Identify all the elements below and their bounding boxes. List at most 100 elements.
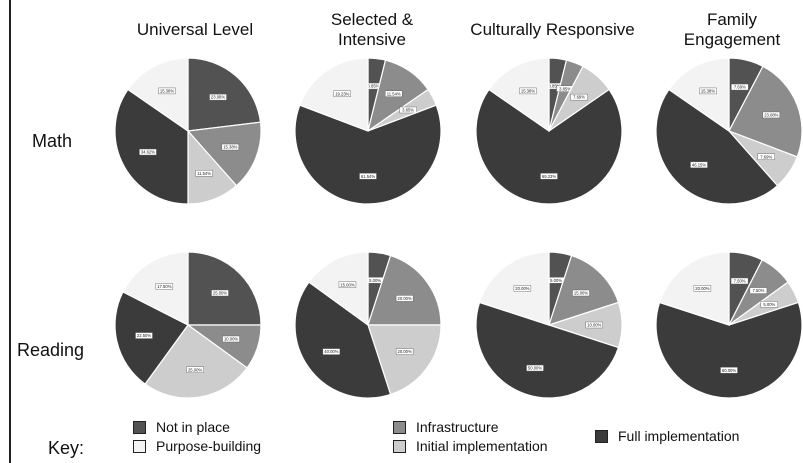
pie-data-label: 20.00% (398, 349, 412, 354)
column-title-culturally-responsive: Culturally Responsive (470, 20, 635, 39)
pie-data-label-box (760, 301, 779, 308)
pie-data-label: 17.50% (157, 284, 171, 289)
pie-data-label: 3.85% (559, 86, 571, 91)
pie-data-label: 3.85% (368, 84, 380, 89)
pie-data-label: 40.00% (324, 349, 338, 354)
pie-math-universal-level: 23.08% 15.38% 11.54% 34.62% 15.38% (114, 57, 262, 205)
pie-data-label: 15.38% (701, 89, 715, 94)
pie-data-label-box (395, 295, 414, 302)
pie-data-label: 3.85% (549, 84, 561, 89)
pie-data-label: 3.85% (402, 108, 414, 113)
pie-data-label-box (749, 287, 768, 294)
pie-data-label-box (526, 364, 544, 372)
pie-data-label-box (211, 289, 229, 297)
pie-data-label: 25.00% (213, 291, 227, 296)
legend-item-full-implementation: Full implementation (595, 428, 739, 444)
pie-data-label-box (385, 90, 403, 97)
pie-slice-purpose-building (488, 57, 550, 133)
legend-item-initial-implementation: Initial implementation (393, 438, 548, 454)
pie-data-label-box (135, 332, 153, 339)
pie-data-label-box (519, 87, 537, 95)
pie-data-label-box (690, 161, 708, 169)
pie-slice-not-in-place (187, 251, 262, 326)
left-border-line (9, 0, 11, 463)
pie-data-label-box (693, 285, 712, 292)
legend-swatch-initial-implementation (393, 439, 406, 453)
pie-slice-initial-implementation (367, 324, 442, 396)
pie-data-label: 15.00% (574, 291, 588, 296)
pie-data-label-box (333, 90, 351, 97)
pie-data-label-box (359, 173, 377, 180)
pie-data-label-box (762, 111, 781, 119)
column-title-universal-level: Universal Level (136, 20, 254, 39)
pie-data-label-box (139, 148, 157, 156)
pie-data-label-box (158, 87, 176, 95)
pie-data-label: 7.50% (752, 288, 764, 293)
pie-data-label: 11.54% (197, 171, 211, 176)
pie-slice-initial-implementation (144, 324, 248, 399)
pie-data-label: 11.54% (387, 91, 401, 96)
pie-data-label-box (570, 93, 588, 101)
pie-slice-full-implementation (294, 281, 392, 399)
legend-swatch-not-in-place (133, 420, 146, 434)
pie-data-label-box (221, 143, 240, 151)
pie-data-label: 19.23% (335, 91, 349, 96)
pie-slice-full-implementation (294, 104, 442, 205)
pie-data-label-box (585, 321, 603, 329)
pie-data-label: 61.54% (361, 174, 375, 179)
pie-data-label-box (186, 366, 204, 373)
legend-label-infrastructure: Infrastructure (416, 419, 499, 435)
pie-reading-selected-intensive: 5.00% 20.00% 20.00% 40.00% 15.00% (294, 251, 442, 399)
pie-data-label-box (699, 87, 717, 95)
pie-data-label-box (395, 348, 414, 355)
column-title-family-engagement: Family Engagement (683, 10, 781, 49)
legend-item-not-in-place: Not in place (133, 419, 230, 435)
pie-data-label: 7.69% (734, 85, 746, 90)
pie-data-label-box (572, 289, 590, 297)
pie-data-label: 20.00% (695, 286, 709, 291)
pie-data-label-box (731, 83, 749, 91)
pie-slice-infrastructure (186, 121, 262, 187)
pie-data-label: 5.00% (763, 302, 775, 307)
pie-data-label: 5.00% (369, 278, 381, 283)
pie-slice-infrastructure (728, 65, 803, 158)
legend-label-not-in-place: Not in place (156, 419, 230, 435)
pie-slice-full-implementation (475, 301, 620, 399)
legend-item-purpose-building: Purpose-building (133, 438, 261, 454)
legend-label-purpose-building: Purpose-building (156, 438, 262, 454)
pie-reading-universal-level: 25.00% 10.00% 25.00% 22.50% 17.50% (114, 251, 262, 399)
pie-data-label-box (513, 285, 532, 292)
legend-label-full-implementation: Full implementation (618, 428, 740, 444)
pie-data-label: 7.69% (760, 154, 772, 159)
pie-reading-culturally-responsive: 5.00% 15.00% 10.00% 50.00% 20.00% (475, 251, 623, 399)
pie-data-label: 25.00% (188, 367, 202, 372)
pie-data-label: 50.00% (528, 366, 542, 371)
row-label-reading: Reading (17, 340, 85, 360)
pie-slice-purpose-building (127, 57, 189, 133)
pie-data-label: 10.00% (587, 323, 601, 328)
legend-swatch-purpose-building (133, 439, 146, 453)
pie-data-label-box (209, 93, 227, 101)
pie-data-label-box (730, 277, 749, 285)
pie-slice-infrastructure (367, 254, 442, 326)
legend-swatch-infrastructure (393, 420, 406, 434)
pie-data-label: 15.38% (223, 145, 237, 150)
pie-data-label: 46.15% (692, 162, 706, 167)
pie-slice-purpose-building (668, 57, 730, 133)
pie-data-label-box (322, 348, 341, 355)
pie-slice-full-implementation (475, 88, 623, 205)
column-title-selected-intensive: Selected & Intensive (292, 10, 452, 50)
pie-data-label: 34.62% (141, 150, 155, 155)
pie-data-label-box (540, 173, 558, 180)
pie-data-label: 20.00% (398, 296, 412, 301)
pie-data-label: 22.50% (137, 333, 151, 338)
pie-slice-full-implementation (655, 88, 779, 205)
pie-math-culturally-responsive: 3.85%3.85%7.69%69.23%15.38% (475, 57, 623, 205)
pie-math-family-engagement: 7.69% 23.08% 7.69% 46.15% 15.38% (655, 57, 803, 205)
pie-data-label: 15.00% (340, 282, 354, 287)
pie-data-label-box (720, 367, 738, 374)
pie-data-label: 60.00% (722, 368, 736, 373)
pie-slice-purpose-building (308, 251, 369, 327)
pie-data-label-box (399, 106, 417, 114)
pie-reading-family-engagement: 7.50% 7.50% 5.00% 60.00% 20.00% (655, 251, 803, 399)
